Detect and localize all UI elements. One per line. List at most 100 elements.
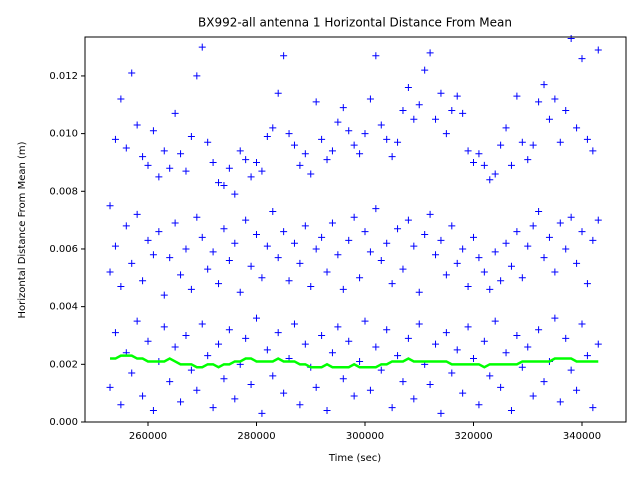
plus-marker xyxy=(171,343,179,351)
plus-marker xyxy=(307,170,315,178)
plus-marker xyxy=(448,369,456,377)
plus-marker xyxy=(491,170,499,178)
plus-marker xyxy=(502,124,510,132)
plus-marker xyxy=(388,404,396,412)
plus-marker xyxy=(269,372,277,380)
plus-marker xyxy=(171,109,179,117)
plus-marker xyxy=(166,164,174,172)
plus-marker xyxy=(567,34,575,42)
plus-marker xyxy=(263,346,271,354)
plus-marker xyxy=(193,72,201,80)
plus-marker xyxy=(328,147,336,155)
plus-marker xyxy=(366,95,374,103)
plus-marker xyxy=(513,331,521,339)
plus-marker xyxy=(301,222,309,230)
plus-marker xyxy=(220,375,228,383)
plus-marker xyxy=(258,274,266,282)
plus-marker xyxy=(334,251,342,259)
plus-marker xyxy=(111,135,119,143)
plus-marker xyxy=(149,406,157,414)
plus-marker xyxy=(318,331,326,339)
plus-marker xyxy=(421,66,429,74)
plus-marker xyxy=(399,378,407,386)
plus-marker xyxy=(328,219,336,227)
plus-marker xyxy=(296,259,304,267)
plus-marker xyxy=(388,153,396,161)
plus-marker xyxy=(535,207,543,215)
plus-marker xyxy=(345,127,353,135)
plus-marker xyxy=(562,107,570,115)
plus-marker xyxy=(242,216,250,224)
plus-marker xyxy=(177,150,185,158)
plus-marker xyxy=(480,337,488,345)
plus-marker xyxy=(160,323,168,331)
plus-marker xyxy=(366,386,374,394)
plus-marker xyxy=(562,245,570,253)
plus-marker xyxy=(198,233,206,241)
plus-marker xyxy=(166,378,174,386)
plus-marker xyxy=(296,161,304,169)
plus-marker xyxy=(144,337,152,345)
plus-marker xyxy=(122,222,130,230)
x-tick-label: 260000 xyxy=(129,431,167,442)
x-axis-label: Time (sec) xyxy=(328,453,381,464)
plus-marker xyxy=(442,271,450,279)
x-tick-label: 340000 xyxy=(563,431,601,442)
plus-marker xyxy=(323,156,331,164)
plus-marker xyxy=(350,392,358,400)
plus-marker xyxy=(453,259,461,267)
plus-marker xyxy=(540,378,548,386)
plus-marker xyxy=(404,216,412,224)
plus-marker xyxy=(209,248,217,256)
plus-marker xyxy=(247,381,255,389)
plus-marker xyxy=(149,251,157,259)
plus-marker xyxy=(578,55,586,63)
plus-marker xyxy=(133,317,141,325)
plus-marker xyxy=(339,104,347,112)
y-tick-label: 0.000 xyxy=(49,417,78,428)
plus-marker xyxy=(464,323,472,331)
plus-marker xyxy=(426,49,434,57)
plus-marker xyxy=(193,213,201,221)
plus-marker xyxy=(366,248,374,256)
plus-marker xyxy=(529,141,537,149)
plus-marker xyxy=(415,101,423,109)
plus-marker xyxy=(573,259,581,267)
plus-marker xyxy=(274,254,282,262)
plus-marker xyxy=(356,357,364,365)
plus-marker xyxy=(122,144,130,152)
plus-marker xyxy=(269,207,277,215)
plus-marker xyxy=(475,150,483,158)
plus-marker xyxy=(545,233,553,241)
plus-marker xyxy=(312,245,320,253)
plus-marker xyxy=(399,107,407,115)
plus-marker xyxy=(225,164,233,172)
plus-marker xyxy=(345,337,353,345)
plus-marker xyxy=(404,334,412,342)
plus-marker xyxy=(394,352,402,360)
plus-marker xyxy=(128,369,136,377)
plus-marker xyxy=(296,401,304,409)
plus-marker xyxy=(410,115,418,123)
plus-marker xyxy=(312,98,320,106)
plus-marker xyxy=(160,291,168,299)
plot-area xyxy=(106,34,602,417)
plus-marker xyxy=(459,109,467,117)
plus-marker xyxy=(480,268,488,276)
plus-marker xyxy=(497,383,505,391)
plus-marker xyxy=(155,228,163,236)
plus-marker xyxy=(177,271,185,279)
plus-marker xyxy=(432,340,440,348)
plus-marker xyxy=(421,231,429,239)
plus-marker xyxy=(589,147,597,155)
plus-marker xyxy=(209,404,217,412)
plus-marker xyxy=(339,375,347,383)
plus-marker xyxy=(204,138,212,146)
plus-marker xyxy=(133,210,141,218)
plus-marker xyxy=(383,326,391,334)
plus-marker xyxy=(247,173,255,181)
plus-marker xyxy=(469,158,477,166)
plus-marker xyxy=(106,202,114,210)
plus-marker xyxy=(128,69,136,77)
